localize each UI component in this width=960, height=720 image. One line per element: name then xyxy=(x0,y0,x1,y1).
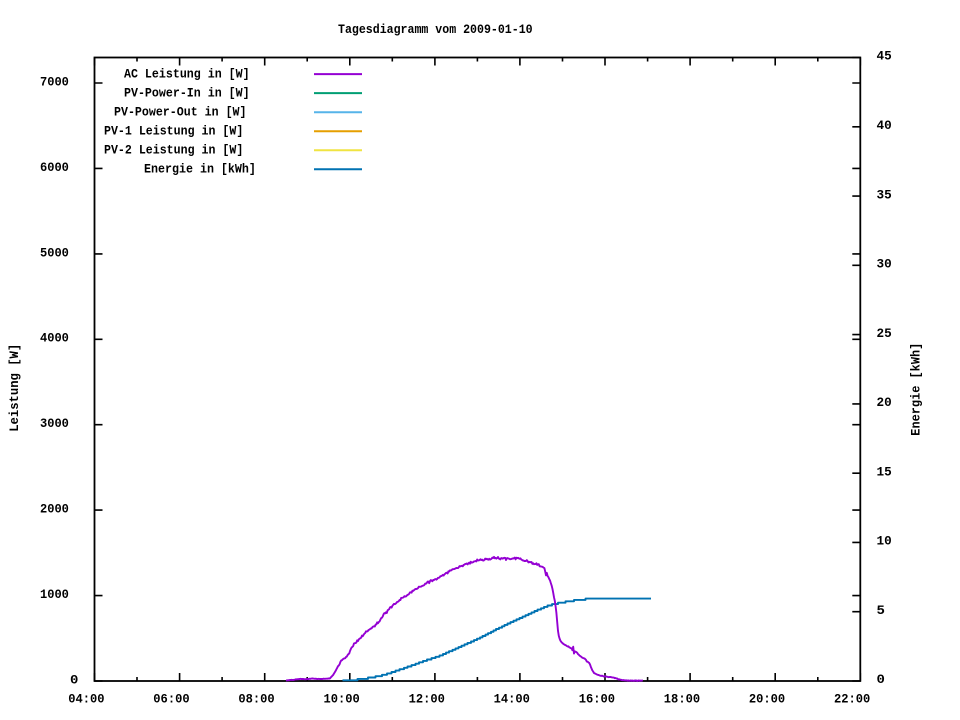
svg-text:AC Leistung in [W]: AC Leistung in [W] xyxy=(124,66,250,81)
svg-text:14:00: 14:00 xyxy=(494,692,530,707)
svg-text:20:00: 20:00 xyxy=(749,692,785,707)
svg-text:6000: 6000 xyxy=(40,160,69,175)
svg-text:10: 10 xyxy=(877,534,892,549)
svg-text:20: 20 xyxy=(877,395,892,410)
svg-text:10:00: 10:00 xyxy=(324,692,360,707)
svg-text:0: 0 xyxy=(877,672,886,687)
svg-text:18:00: 18:00 xyxy=(664,692,700,707)
svg-text:35: 35 xyxy=(877,187,892,202)
svg-text:PV-Power-In in [W]: PV-Power-In in [W] xyxy=(124,85,250,100)
svg-text:30: 30 xyxy=(877,257,892,272)
svg-text:PV-Power-Out in [W]: PV-Power-Out in [W] xyxy=(114,104,247,119)
svg-text:04:00: 04:00 xyxy=(68,692,104,707)
svg-text:45: 45 xyxy=(877,49,892,64)
svg-text:1000: 1000 xyxy=(40,587,69,602)
svg-text:12:00: 12:00 xyxy=(409,692,445,707)
svg-text:Energie in [kWh]: Energie in [kWh] xyxy=(144,162,256,177)
svg-text:PV-2 Leistung in [W]: PV-2 Leistung in [W] xyxy=(104,143,243,158)
svg-text:Tagesdiagramm vom 2009-01-10: Tagesdiagramm vom 2009-01-10 xyxy=(338,22,533,37)
svg-text:Leistung [W]: Leistung [W] xyxy=(7,344,22,432)
svg-text:2000: 2000 xyxy=(40,502,69,517)
svg-text:15: 15 xyxy=(877,464,892,479)
svg-text:7000: 7000 xyxy=(40,74,69,89)
svg-text:25: 25 xyxy=(877,326,892,341)
svg-text:06:00: 06:00 xyxy=(153,692,189,707)
svg-text:Energie [kWh]: Energie [kWh] xyxy=(909,343,924,436)
svg-text:22:00: 22:00 xyxy=(834,692,870,707)
svg-text:4000: 4000 xyxy=(40,331,69,346)
svg-text:0: 0 xyxy=(70,672,79,687)
svg-text:16:00: 16:00 xyxy=(579,692,615,707)
svg-text:3000: 3000 xyxy=(40,416,69,431)
svg-text:5: 5 xyxy=(877,603,886,618)
svg-text:40: 40 xyxy=(877,118,892,133)
svg-text:08:00: 08:00 xyxy=(238,692,274,707)
svg-text:PV-1 Leistung in [W]: PV-1 Leistung in [W] xyxy=(104,123,243,138)
svg-text:5000: 5000 xyxy=(40,245,69,260)
